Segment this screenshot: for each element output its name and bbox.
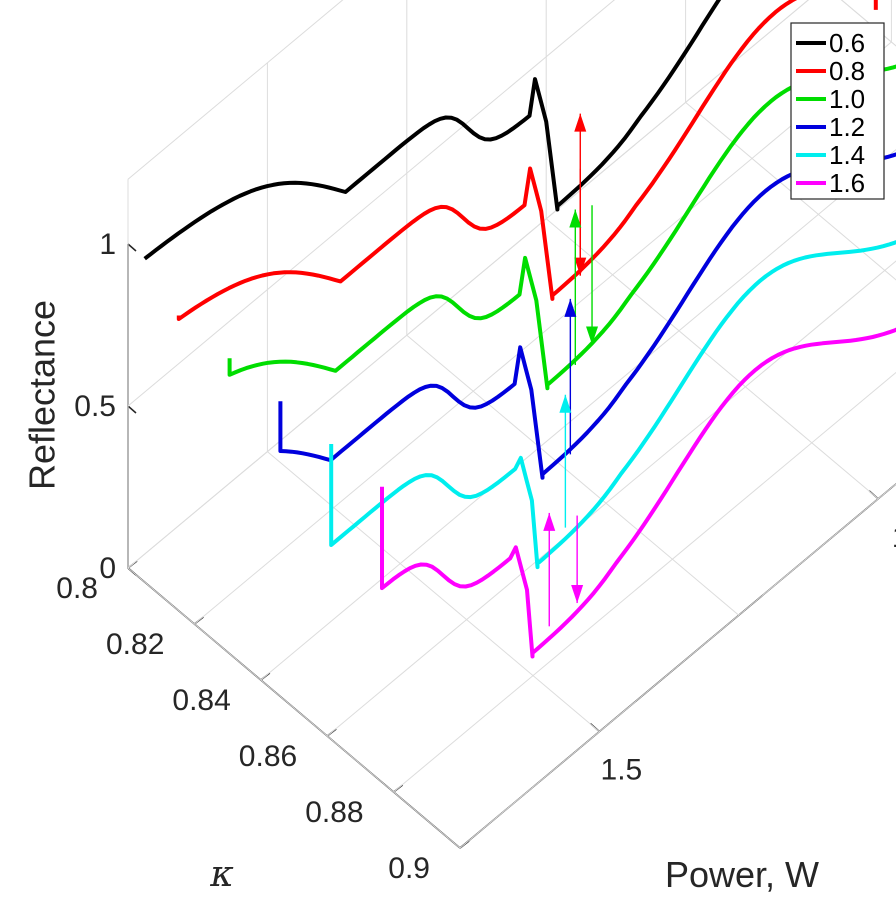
grid-line xyxy=(194,41,892,625)
series-curves xyxy=(143,0,896,659)
grid-line xyxy=(267,451,600,732)
jump-arrow-head xyxy=(586,326,599,345)
kappa-tick-label: 0.8 xyxy=(56,572,98,605)
z-tick xyxy=(127,243,137,252)
legend-label: 1.0 xyxy=(829,84,865,114)
jump-arrow-head xyxy=(543,512,556,531)
kappa-tick-label: 0.84 xyxy=(172,684,230,717)
z-tick-label: 1 xyxy=(99,228,116,261)
z-tick-label: 0 xyxy=(99,552,116,585)
series-line-0.6 xyxy=(143,0,722,261)
grid-line xyxy=(127,0,810,569)
grid-line xyxy=(545,218,879,500)
grid-line xyxy=(459,483,896,849)
legend-label: 0.8 xyxy=(829,56,865,86)
legend: 0.60.81.01.21.41.6 xyxy=(790,22,885,200)
kappa-axis-label: κ xyxy=(209,854,234,895)
power-axis-line xyxy=(459,482,896,849)
legend-label: 1.4 xyxy=(829,140,865,170)
jump-arrow-head xyxy=(574,257,587,276)
series-line-1.4 xyxy=(329,240,896,570)
grid-line xyxy=(127,0,616,407)
grid-line xyxy=(685,102,896,281)
series-line-0.8 xyxy=(176,0,878,321)
grid-line xyxy=(393,371,896,793)
z-tick-label: 0.5 xyxy=(74,390,116,423)
series-line-1.6 xyxy=(380,327,896,659)
kappa-tick-label: 0.88 xyxy=(305,796,363,829)
series-line-1.0 xyxy=(227,64,896,391)
grid-line xyxy=(406,334,740,616)
legend-label: 0.6 xyxy=(829,28,865,58)
legend-label: 1.6 xyxy=(829,168,865,198)
grid-line xyxy=(127,567,461,849)
series-line-1.2 xyxy=(278,152,896,480)
power-tick-label: 1.5 xyxy=(601,754,643,787)
z-tick xyxy=(127,405,137,414)
jump-arrow-head xyxy=(571,585,584,604)
jump-arrow-head xyxy=(559,394,572,413)
power-tick-label: 1 xyxy=(892,521,896,554)
kappa-tick-label: 0.86 xyxy=(239,740,297,773)
grid-line xyxy=(127,0,810,569)
jump-arrow-head xyxy=(569,209,582,228)
power-axis-label: Power, W xyxy=(665,854,819,895)
jump-arrow-head xyxy=(564,298,577,317)
tick-labels: 00.510.80.820.840.860.880.90.511.5 xyxy=(56,228,896,885)
kappa-tick-label: 0.82 xyxy=(106,628,164,661)
kappa-tick-label: 0.9 xyxy=(388,852,430,885)
legend-label: 1.2 xyxy=(829,112,865,142)
legend-box xyxy=(790,22,885,200)
grid-line xyxy=(127,0,344,180)
grid-line xyxy=(326,260,896,737)
jump-arrow-head xyxy=(574,113,587,132)
z-axis-label: Reflectance xyxy=(22,300,63,490)
